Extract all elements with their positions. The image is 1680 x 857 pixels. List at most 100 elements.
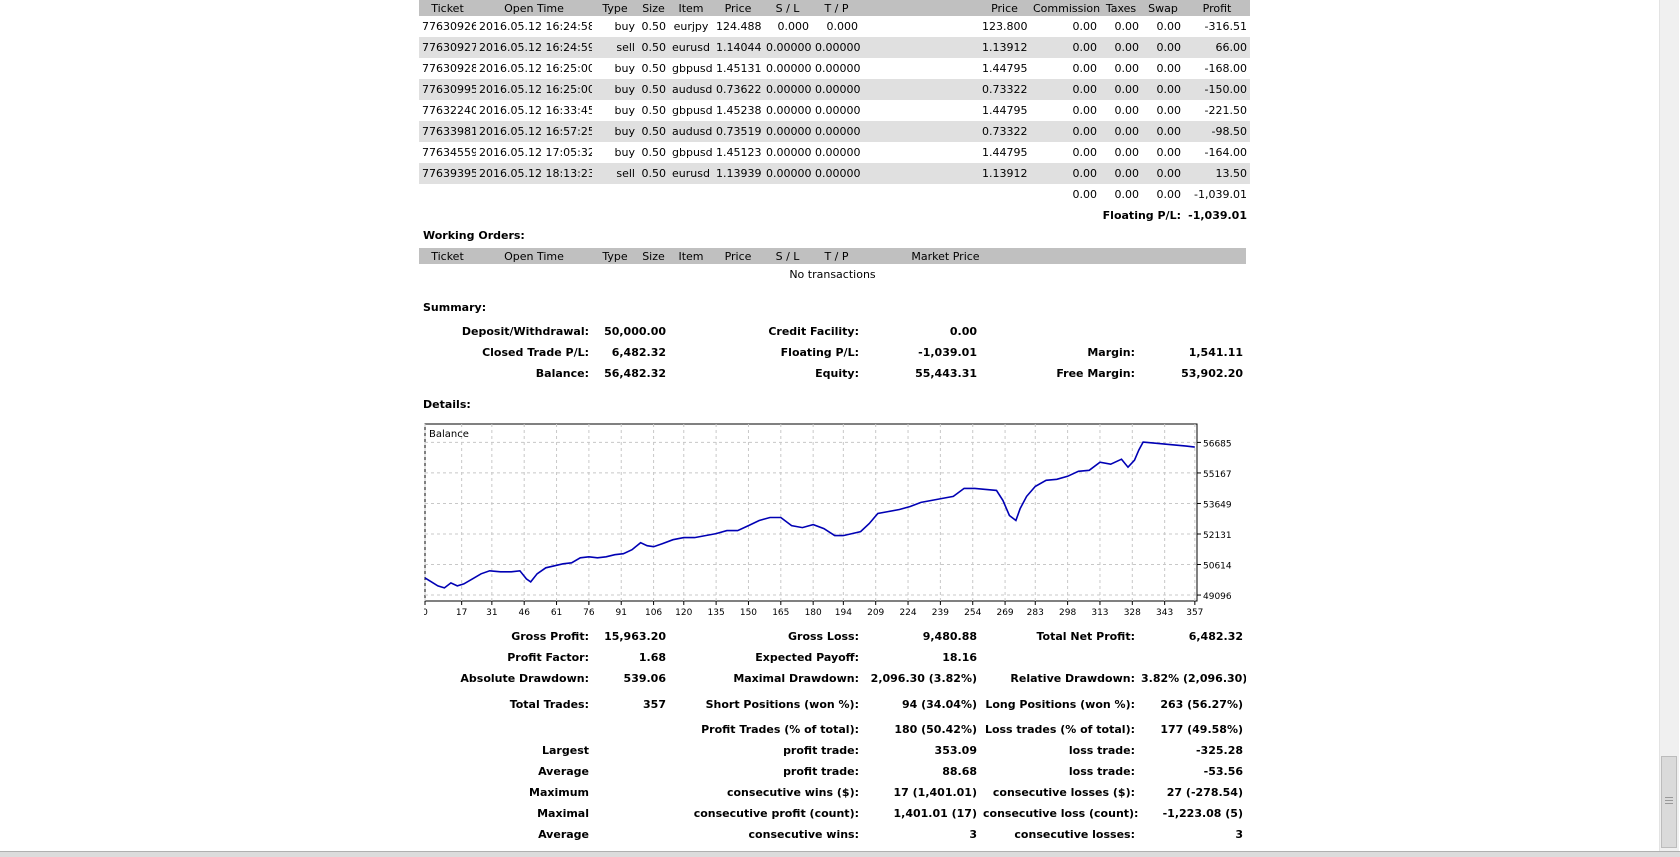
table-cell: 0.50 — [638, 37, 669, 58]
table-cell: -150.00 — [1184, 79, 1250, 100]
y-tick-label: 52131 — [1203, 531, 1232, 541]
summary-section: Deposit/Withdrawal: 50,000.00 Credit Fac… — [419, 321, 1246, 384]
vertical-scrollbar[interactable] — [1659, 0, 1679, 851]
x-tick-label: 0 — [424, 608, 428, 618]
details-cell: 6,482.32 — [1188, 630, 1243, 643]
table-cell: 0.00 — [1072, 62, 1098, 75]
table-cell: 0.73622 — [713, 79, 763, 100]
details-cell: Gross Loss: — [788, 630, 859, 643]
details-row: Average consecutive wins: 3 consecutive los… — [419, 824, 1246, 845]
positions-section: Ticket Open Time Type Size Item Price S … — [419, 0, 1250, 226]
table-cell: 0.50 — [638, 163, 669, 184]
details-cell: Long Positions (won %): — [985, 697, 1135, 711]
deposit-value: 50,000.00 — [604, 325, 666, 338]
table-cell: audusd — [669, 121, 713, 142]
table-cell: gbpusd — [672, 62, 713, 75]
table-cell: 0.00 — [1100, 121, 1142, 142]
table-cell: 0.73519 — [713, 121, 763, 142]
table-row: 77633981 2016.05.12 16:57:25 buy 0.50 audusd… — [419, 121, 1250, 142]
table-cell: 0.00 — [1100, 79, 1142, 100]
table-row: 77639395 2016.05.12 18:13:23 sell 0.50 eurus… — [419, 163, 1250, 184]
y-tick-label: 49096 — [1203, 592, 1232, 602]
details-cell: Maximum — [529, 786, 589, 799]
details-cell: 3 — [1235, 828, 1243, 841]
column-header: Item — [669, 248, 713, 264]
details-cell — [419, 719, 592, 740]
table-cell: 0.00 — [1142, 37, 1184, 58]
x-tick-label: 328 — [1124, 608, 1141, 618]
scrollbar-thumb[interactable] — [1661, 756, 1677, 848]
closed-pl-label: Closed Trade P/L: — [482, 346, 589, 359]
column-header: Market Price — [861, 248, 1030, 264]
column-header: T / P — [812, 0, 861, 16]
table-cell: 0.50 — [641, 20, 667, 33]
details-cell: consecutive loss (count): — [983, 807, 1138, 820]
equity-value: 55,443.31 — [915, 367, 977, 380]
column-header: Open Time — [476, 248, 592, 264]
table-cell — [861, 58, 979, 79]
table-cell: 0.00 — [1142, 121, 1184, 142]
column-header: Size — [638, 0, 669, 16]
details-cell: consecutive losses ($): — [992, 786, 1135, 799]
x-tick-label: 194 — [835, 608, 852, 618]
balance-series-line — [424, 441, 1195, 589]
table-cell: 0.50 — [641, 62, 667, 75]
table-cell: 0.00000 — [763, 121, 812, 142]
details-cell: Loss trades (% of total): — [984, 723, 1135, 736]
details-cell: 177 (49.58%) — [1160, 723, 1243, 736]
table-cell: 0.73322 — [979, 121, 1030, 142]
details-cell — [1138, 647, 1246, 668]
details-cell: 353.09 — [934, 744, 977, 757]
x-tick-label: 135 — [708, 608, 725, 618]
table-cell: 2016.05.12 16:25:00 — [476, 79, 592, 100]
chart-grid — [424, 424, 1197, 601]
details-body: Gross Profit: 15,963.20 Gross Loss: 9,480.8… — [419, 626, 1246, 845]
details-cell: 357 — [643, 697, 666, 711]
x-tick-label: 76 — [583, 608, 595, 618]
column-header: Open Time — [476, 0, 592, 16]
details-cell: 9,480.88 — [922, 630, 977, 643]
table-cell: 123.800 — [982, 20, 1028, 33]
details-row: Maximum consecutive wins ($): 17 (1,401.01… — [419, 782, 1246, 803]
x-tick-label: 209 — [867, 608, 884, 618]
table-cell: 0.00 — [1072, 20, 1098, 33]
details-cell: loss trade: — [1068, 744, 1135, 757]
x-tick-label: 298 — [1059, 608, 1076, 618]
y-tick-label: 55167 — [1203, 470, 1232, 480]
column-header: Price — [979, 0, 1030, 16]
table-cell: 0.00000 — [763, 37, 812, 58]
x-tick-label: 61 — [551, 608, 562, 618]
floating-pl-value: -1,039.01 — [1188, 209, 1247, 222]
table-cell: 77634559 — [422, 146, 476, 159]
table-cell: 0.00 — [1156, 146, 1182, 159]
table-cell: buy — [614, 104, 635, 117]
chart-x-ticks: 0 17 31 46 61 76 91 106 120 135 150 165 180 194 209 224… — [424, 601, 1203, 618]
y-tick-label: 53649 — [1203, 500, 1232, 510]
summary-title: Summary: — [423, 301, 487, 314]
table-cell: 0.00 — [1030, 37, 1100, 58]
x-tick-label: 224 — [899, 608, 916, 618]
table-cell: buy — [592, 121, 638, 142]
table-cell: 0.00 — [1030, 121, 1100, 142]
table-cell: 1.44795 — [982, 146, 1028, 159]
table-cell: 1.13912 — [979, 37, 1030, 58]
chart-y-ticks: 49096 50614 52131 53649 55167 56685 — [1197, 439, 1232, 602]
window-bottom-border — [0, 851, 1680, 857]
details-cell: 2,096.30 (3.82%) — [870, 672, 977, 685]
summary-floating-value: -1,039.01 — [918, 346, 977, 359]
x-tick-label: 313 — [1091, 608, 1108, 618]
no-transactions-text: No transactions — [789, 268, 876, 281]
details-cell: 17 (1,401.01) — [893, 786, 977, 799]
details-row: Average profit trade: 88.68 loss trade: -53.… — [419, 761, 1246, 782]
details-row: Absolute Drawdown: 539.06 Maximal Drawdown… — [419, 668, 1246, 689]
table-cell: 0.50 — [638, 121, 669, 142]
details-cell: -325.28 — [1195, 744, 1243, 757]
details-row: Gross Profit: 15,963.20 Gross Loss: 9,480.8… — [419, 626, 1246, 647]
details-row: Maximal consecutive profit (count): 1,401.… — [419, 803, 1246, 824]
table-cell: 0.00 — [1114, 104, 1140, 117]
table-cell: 1.14044 — [713, 37, 763, 58]
table-cell: buy — [592, 79, 638, 100]
column-header: Price — [713, 248, 763, 264]
details-cell — [980, 647, 1138, 668]
table-cell: 2016.05.12 16:25:00 — [479, 62, 592, 75]
